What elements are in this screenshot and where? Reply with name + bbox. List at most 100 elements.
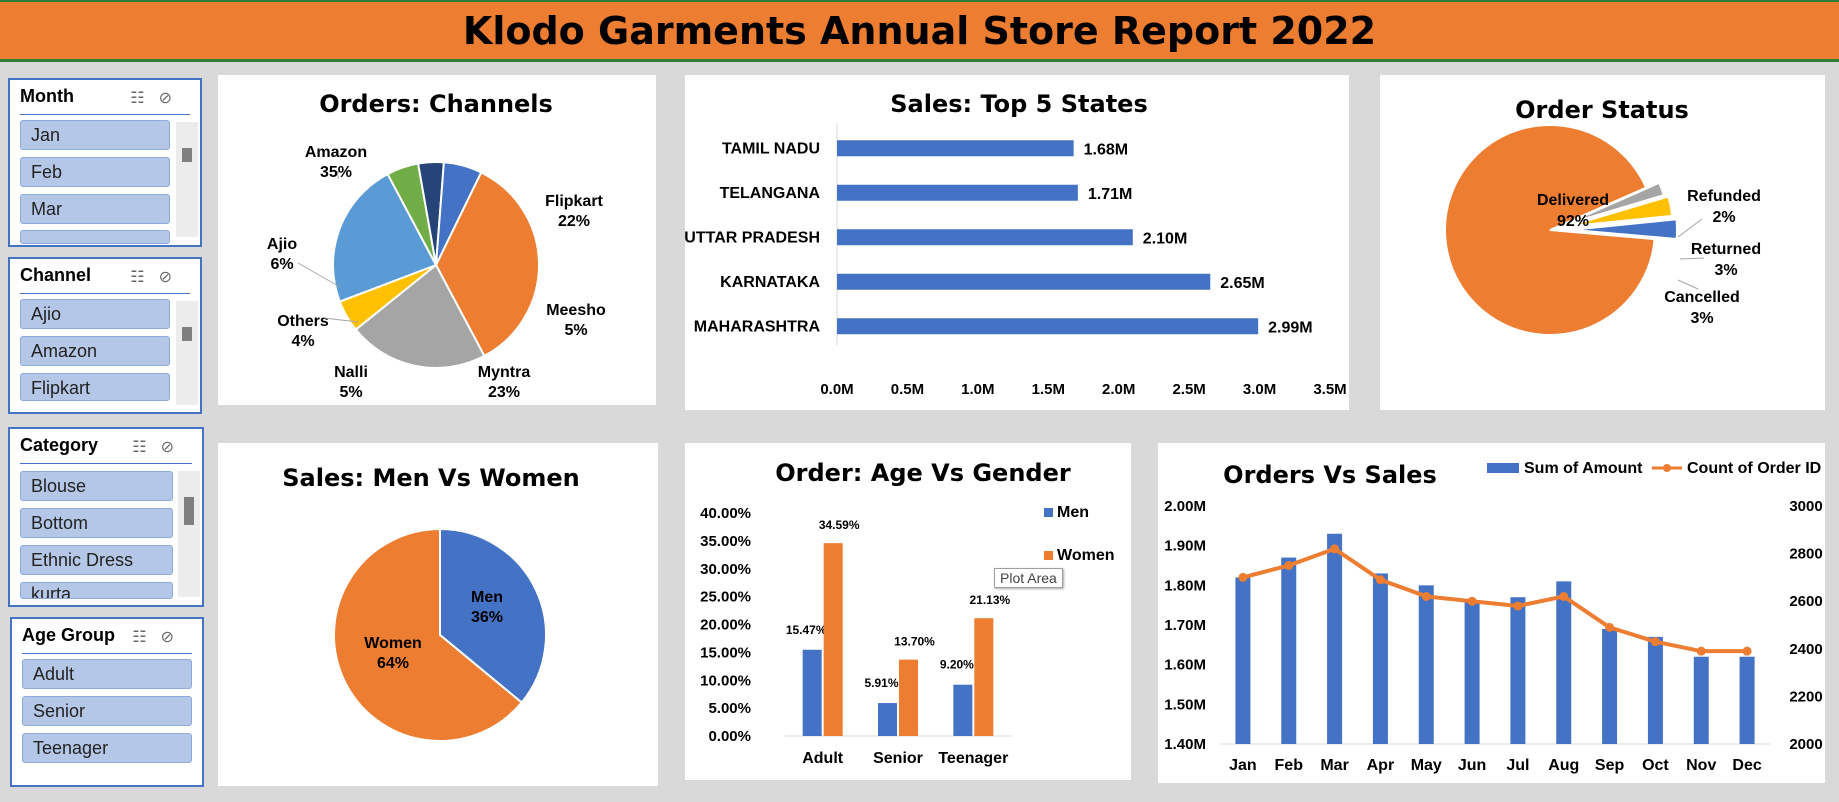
bar bbox=[837, 318, 1259, 335]
slice-label: Myntra bbox=[478, 364, 531, 381]
pie-slice-cancelled bbox=[1571, 218, 1678, 241]
month-label: Nov bbox=[1686, 757, 1716, 774]
clear-filter-icon[interactable]: ⊘ bbox=[160, 629, 188, 646]
bar-sum-of-amount bbox=[1510, 597, 1526, 744]
slicer-item[interactable]: Ethnic Dress bbox=[20, 545, 173, 575]
line-point bbox=[1467, 596, 1477, 606]
slicer-title: Age Group bbox=[22, 625, 115, 645]
slice-percent: 35% bbox=[320, 164, 352, 181]
slice-label: Women bbox=[364, 635, 421, 652]
chart-top-states[interactable]: Sales: Top 5 States TAMIL NADU 1.68M TELANG… bbox=[685, 75, 1349, 410]
month-label: Jul bbox=[1506, 757, 1529, 774]
chart-title: Sales: Top 5 States bbox=[890, 90, 1147, 118]
plot-area-tooltip: Plot Area bbox=[994, 568, 1063, 588]
multi-select-icon[interactable]: ☷ bbox=[130, 90, 159, 107]
line-point bbox=[1650, 637, 1660, 647]
bar-value-label: 34.59% bbox=[819, 518, 860, 532]
y-left-tick-label: 1.70M bbox=[1164, 617, 1206, 634]
x-tick-label: 0.5M bbox=[891, 381, 924, 398]
slicer-item[interactable]: Amazon bbox=[20, 336, 170, 366]
multi-select-icon[interactable]: ☷ bbox=[130, 269, 159, 286]
x-tick-label: 3.0M bbox=[1243, 381, 1276, 398]
pie-slice-myntra bbox=[332, 172, 438, 303]
multi-select-icon[interactable]: ☷ bbox=[132, 629, 161, 646]
bar-sum-of-amount bbox=[1464, 601, 1480, 744]
chart-title: Order Status bbox=[1515, 96, 1689, 124]
y-left-tick-label: 1.60M bbox=[1164, 657, 1206, 674]
slicer-channel[interactable]: Channel ☷⊘ Ajio Amazon Flipkart bbox=[8, 257, 202, 414]
month-label: Apr bbox=[1367, 757, 1395, 774]
slice-percent: 23% bbox=[488, 384, 520, 401]
slice-label: Nalli bbox=[334, 364, 368, 381]
slicer-title: Category bbox=[20, 435, 99, 455]
clear-filter-icon[interactable]: ⊘ bbox=[160, 439, 188, 456]
bar-sum-of-amount bbox=[1372, 573, 1388, 744]
slicer-scrollbar[interactable] bbox=[176, 122, 198, 237]
bar-value-label: 2.99M bbox=[1268, 319, 1312, 336]
clear-filter-icon[interactable]: ⊘ bbox=[158, 269, 186, 286]
slicer-age-group[interactable]: Age Group ☷⊘ Adult Senior Teenager bbox=[10, 617, 204, 787]
slicer-item[interactable]: Teenager bbox=[22, 733, 192, 763]
slicer-scrollbar[interactable] bbox=[176, 301, 198, 405]
clear-filter-icon[interactable]: ⊘ bbox=[158, 90, 186, 107]
pie-slice-delivered bbox=[1444, 124, 1656, 336]
slicer-item[interactable]: Flipkart bbox=[20, 373, 170, 401]
slicer-item[interactable]: Feb bbox=[20, 157, 170, 187]
x-tick-label: 2.5M bbox=[1172, 381, 1205, 398]
chart-orders-channels[interactable]: Orders: Channels Amazon 35% Flipkart 22% Mees… bbox=[218, 75, 656, 405]
x-tick-label: 3.5M bbox=[1313, 381, 1346, 398]
bar-women bbox=[974, 618, 994, 736]
bar-sum-of-amount bbox=[1281, 557, 1297, 744]
slicer-item[interactable]: Blouse bbox=[20, 471, 173, 501]
slice-percent: 3% bbox=[1690, 310, 1713, 327]
month-label: Jan bbox=[1229, 757, 1257, 774]
slice-label: Returned bbox=[1691, 241, 1761, 258]
bar-sum-of-amount bbox=[1556, 581, 1572, 744]
legend-label: Count of Order ID bbox=[1687, 460, 1821, 477]
chart-men-women[interactable]: Sales: Men Vs Women Men 36% Women 64% bbox=[218, 443, 658, 786]
chart-title: Sales: Men Vs Women bbox=[282, 464, 580, 492]
multi-select-icon[interactable]: ☷ bbox=[132, 439, 161, 456]
bar bbox=[837, 184, 1078, 201]
y-left-tick-label: 1.50M bbox=[1164, 696, 1206, 713]
y-tick-label: 15.00% bbox=[700, 644, 751, 661]
y-tick-label: 25.00% bbox=[700, 589, 751, 606]
slicer-item[interactable]: Jan bbox=[20, 120, 170, 150]
slice-percent: 22% bbox=[558, 213, 590, 230]
slicer-category[interactable]: Category ☷⊘ Blouse Bottom Ethnic Dress k… bbox=[8, 427, 204, 607]
line-point bbox=[1421, 591, 1431, 601]
y-right-tick-label: 2800 bbox=[1789, 546, 1822, 563]
slicer-item[interactable]: kurta bbox=[20, 582, 173, 599]
chart-age-gender[interactable]: Order: Age Vs Gender 0.00% 5.00% 10.00% 15.0… bbox=[685, 443, 1131, 780]
bar-men bbox=[953, 684, 973, 736]
slicer-item[interactable]: Senior bbox=[22, 696, 192, 726]
slicer-item[interactable]: Adult bbox=[22, 659, 192, 689]
category-label: Teenager bbox=[938, 750, 1008, 767]
chart-orders-sales[interactable]: Orders Vs Sales 1.40M 1.50M 1.60M 1.70M 1.80M… bbox=[1158, 443, 1825, 783]
slice-label: Cancelled bbox=[1664, 289, 1740, 306]
slicer-item[interactable]: Ajio bbox=[20, 299, 170, 329]
report-banner: Klodo Garments Annual Store Report 2022 bbox=[0, 0, 1839, 62]
y-tick-label: 20.00% bbox=[700, 617, 751, 634]
slicer-item[interactable]: Bottom bbox=[20, 508, 173, 538]
month-label: May bbox=[1411, 757, 1442, 774]
bar-sum-of-amount bbox=[1235, 577, 1251, 744]
bar-value-label: 21.13% bbox=[969, 593, 1010, 607]
y-tick-label: 10.00% bbox=[700, 672, 751, 689]
chart-title: Orders: Channels bbox=[319, 90, 553, 118]
bar bbox=[837, 140, 1074, 157]
bar-value-label: 2.10M bbox=[1143, 230, 1187, 247]
pie-slice-men bbox=[439, 527, 547, 704]
slice-label: Meesho bbox=[546, 302, 606, 319]
bar-value-label: 15.47% bbox=[786, 623, 827, 637]
slicer-month[interactable]: Month ☷⊘ Jan Feb Mar bbox=[8, 78, 202, 247]
month-label: Dec bbox=[1732, 757, 1761, 774]
slicer-item[interactable]: Mar bbox=[20, 194, 170, 224]
chart-title: Order: Age Vs Gender bbox=[775, 459, 1071, 487]
chart-order-status[interactable]: Order Status Delivered 92% Refunded 2% Return… bbox=[1380, 75, 1825, 410]
legend-label: Men bbox=[1057, 504, 1089, 521]
leader-line bbox=[1677, 218, 1703, 238]
slice-label: Refunded bbox=[1687, 188, 1761, 205]
category-label: MAHARASHTRA bbox=[694, 318, 821, 335]
slicer-scrollbar[interactable] bbox=[178, 471, 200, 597]
